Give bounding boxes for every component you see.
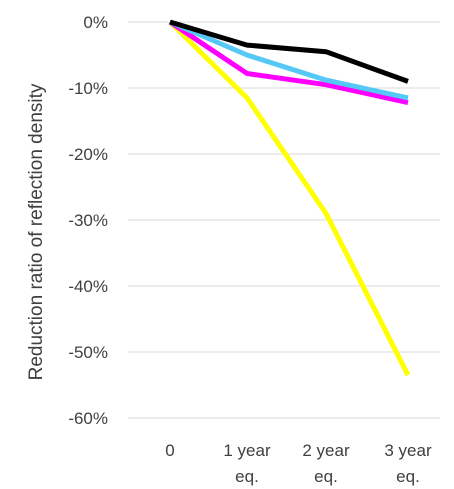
- y-tick-label: -10%: [68, 79, 108, 98]
- y-tick-label: -60%: [68, 409, 108, 428]
- series-line: [169, 19, 409, 84]
- y-axis-title: Reduction ratio of reflection density: [26, 83, 47, 380]
- y-tick-label: -30%: [68, 211, 108, 230]
- x-tick-label: 0: [165, 441, 174, 460]
- x-tick-label: 1 year eq.: [223, 441, 271, 486]
- y-tick-label: 0%: [83, 13, 108, 32]
- series-line: [169, 19, 409, 101]
- y-tick-label: -50%: [68, 343, 108, 362]
- x-tick-label: 3 year eq.: [384, 441, 432, 486]
- y-axis-ticks: 0% -10% -20% -30% -40% -50% -60%: [68, 13, 108, 428]
- y-tick-label: -20%: [68, 145, 108, 164]
- x-tick-label: 2 year eq.: [302, 441, 350, 486]
- x-axis-ticks: 0 1 year eq. 2 year eq. 3 year eq.: [165, 441, 432, 486]
- series-line: [168, 20, 411, 377]
- series-line: [168, 19, 409, 105]
- y-tick-label: -40%: [68, 277, 108, 296]
- series-lines: [168, 19, 411, 377]
- gridlines: [128, 21, 440, 419]
